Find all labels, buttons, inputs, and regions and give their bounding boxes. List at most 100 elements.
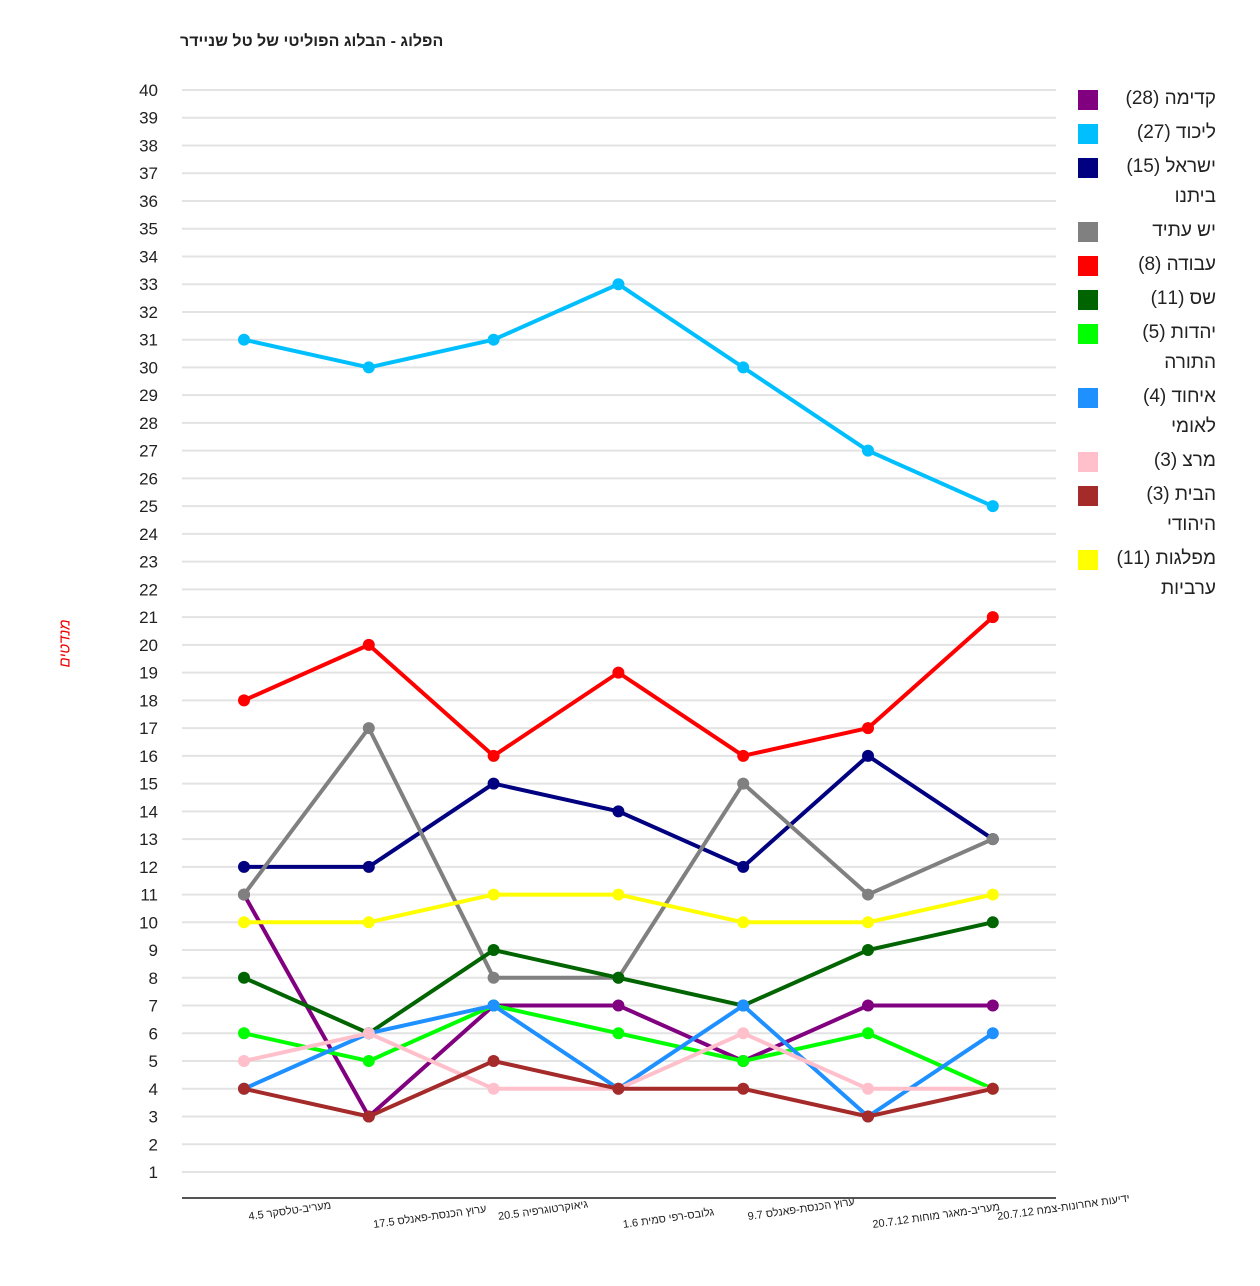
y-tick-label: 15 xyxy=(139,775,158,794)
data-point xyxy=(612,1082,625,1095)
y-tick-label: 33 xyxy=(139,275,158,294)
series-line xyxy=(238,999,999,1095)
x-tick-label: גיאוקרטוגרפיה 20.5 xyxy=(497,1198,589,1223)
data-point xyxy=(612,999,625,1012)
data-point xyxy=(487,999,500,1012)
legend-item: מרצ (3) xyxy=(1078,450,1248,476)
legend-label: ישראל (15) ביתנו xyxy=(1126,156,1216,207)
data-point xyxy=(986,1082,999,1095)
legend-swatch xyxy=(1078,124,1098,144)
data-point xyxy=(862,1110,874,1123)
data-point xyxy=(238,971,250,984)
y-tick-label: 40 xyxy=(139,81,158,100)
data-point xyxy=(238,888,250,901)
legend-item: איחוד (4) לאומי xyxy=(1078,386,1248,442)
data-point xyxy=(737,1055,750,1068)
y-tick-label: 14 xyxy=(139,802,158,821)
legend-swatch xyxy=(1078,324,1098,344)
y-tick-label: 6 xyxy=(149,1024,158,1043)
legend-label: עבודה (8) xyxy=(1138,254,1216,275)
data-point xyxy=(737,777,750,790)
legend-swatch xyxy=(1078,290,1098,310)
data-point xyxy=(862,722,874,735)
data-point xyxy=(737,860,750,873)
series-path xyxy=(243,1003,994,1091)
series-line xyxy=(238,888,999,929)
y-tick-label: 10 xyxy=(139,913,158,932)
legend-label: מרצ (3) xyxy=(1153,450,1216,471)
y-tick-label: 8 xyxy=(149,969,158,988)
series-line xyxy=(238,1055,999,1123)
data-point xyxy=(612,971,625,984)
legend-item: קדימה (28) xyxy=(1078,88,1248,114)
data-point xyxy=(487,749,500,762)
data-point xyxy=(862,749,874,762)
data-point xyxy=(986,916,999,929)
series-path xyxy=(243,615,995,758)
legend-item: ישראל (15) ביתנו xyxy=(1078,156,1248,212)
y-tick-label: 7 xyxy=(149,997,158,1016)
y-tick-label: 19 xyxy=(139,664,158,683)
series-line xyxy=(238,611,999,762)
data-point xyxy=(986,999,999,1012)
x-tick-label: מעריב-טלסקר 4.5 xyxy=(248,1199,332,1223)
legend-item: יהדות (5) התורה xyxy=(1078,322,1248,378)
y-tick-label: 9 xyxy=(149,941,158,960)
data-point xyxy=(986,611,999,624)
y-tick-label: 12 xyxy=(139,858,158,877)
x-tick-label: גלובס-רפי סמית 1.6 xyxy=(622,1205,715,1231)
data-point xyxy=(862,1027,874,1040)
legend-swatch xyxy=(1078,452,1098,472)
y-tick-label: 16 xyxy=(139,747,158,766)
y-tick-label: 21 xyxy=(139,608,158,627)
data-point xyxy=(862,444,874,457)
legend-label: שס (11) xyxy=(1150,288,1216,309)
legend-label: יהדות (5) התורה xyxy=(1142,322,1216,373)
y-tick-label: 5 xyxy=(149,1052,158,1071)
y-tick-label: 38 xyxy=(139,136,158,155)
data-point xyxy=(612,1027,625,1040)
y-tick-label: 2 xyxy=(149,1135,158,1154)
y-tick-label: 17 xyxy=(139,719,158,738)
data-point xyxy=(362,1027,375,1040)
y-tick-label: 36 xyxy=(139,192,158,211)
data-point xyxy=(737,749,750,762)
x-tick-label: ערוץ הכנסת-פאנלס 17.5 xyxy=(372,1202,487,1231)
data-point xyxy=(362,1110,375,1123)
y-tick-label: 30 xyxy=(139,358,158,377)
data-point xyxy=(362,722,375,735)
data-point xyxy=(862,1082,874,1095)
data-point xyxy=(737,999,750,1012)
data-point xyxy=(862,999,874,1012)
data-point xyxy=(612,666,625,679)
x-tick-label: מעריב-מאגר מוחות 20.7.12 xyxy=(872,1201,1001,1231)
legend-swatch xyxy=(1078,158,1098,178)
y-tick-label: 32 xyxy=(139,303,158,322)
x-tick-label: ערוץ הכנסת-פאנלס 9.7 xyxy=(747,1195,856,1223)
y-tick-label: 22 xyxy=(139,580,158,599)
legend-label: ליכוד (27) xyxy=(1136,122,1216,143)
y-tick-label: 37 xyxy=(139,164,158,183)
legend-item: הבית (3) היהודי xyxy=(1078,484,1248,540)
data-point xyxy=(487,333,500,346)
legend-item: ליכוד (27) xyxy=(1078,122,1248,148)
data-point xyxy=(362,860,375,873)
data-point xyxy=(362,361,375,374)
legend-swatch xyxy=(1078,388,1098,408)
data-point xyxy=(362,638,375,651)
y-tick-label: 28 xyxy=(139,414,158,433)
data-point xyxy=(238,694,250,707)
y-tick-label: 23 xyxy=(139,553,158,572)
chart-title: הפלוג - הבלוג הפוליטי של טל שניידר xyxy=(180,33,444,50)
legend: קדימה (28) ליכוד (27) ישראל (15) ביתנו יש ע… xyxy=(1078,88,1248,612)
data-point xyxy=(487,888,500,901)
y-tick-label: 27 xyxy=(139,442,158,461)
y-tick-label: 1 xyxy=(149,1163,158,1182)
y-tick-label: 39 xyxy=(139,109,158,128)
data-point xyxy=(612,805,625,818)
legend-swatch xyxy=(1078,550,1098,570)
data-point xyxy=(238,860,250,873)
data-point xyxy=(737,361,750,374)
data-point xyxy=(986,833,999,846)
